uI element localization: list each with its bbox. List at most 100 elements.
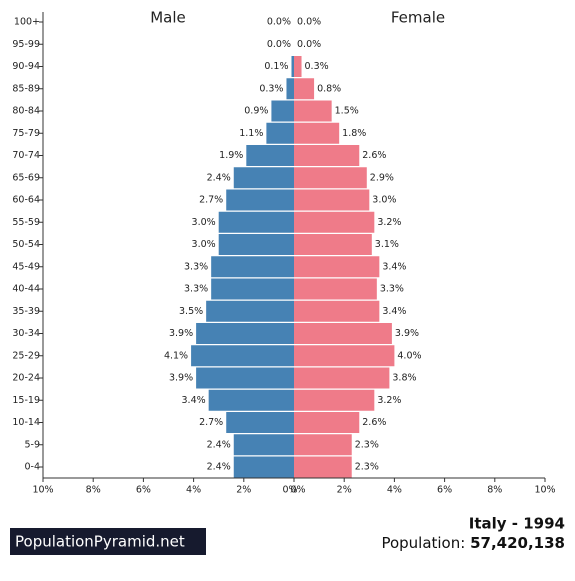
value-label: 0.0% [267, 17, 291, 28]
value-label: 3.3% [184, 261, 208, 272]
y-tick-label: 90-94 [12, 61, 40, 72]
value-label: 2.6% [362, 150, 386, 161]
value-label: 2.4% [207, 439, 231, 450]
x-tick-label: 10% [534, 485, 555, 496]
value-label: 3.9% [169, 328, 193, 339]
y-tick-label: 25-29 [12, 350, 40, 361]
bar [294, 278, 377, 300]
value-label: 0.0% [297, 39, 321, 50]
value-label: 2.9% [370, 172, 394, 183]
bar [294, 56, 302, 77]
bar [294, 189, 370, 211]
bar [294, 434, 352, 456]
value-label: 3.1% [375, 239, 399, 250]
x-tick-label: 0% [282, 485, 297, 496]
y-tick-label: 85-89 [12, 83, 40, 94]
value-label: 2.7% [199, 195, 223, 206]
y-tick-label: 20-24 [12, 373, 40, 384]
bar [246, 145, 294, 166]
y-tick-label: 60-64 [12, 195, 40, 206]
y-tick-label: 50-54 [12, 239, 40, 250]
bar [294, 100, 332, 122]
bar [226, 412, 294, 433]
value-label: 2.6% [362, 417, 386, 428]
x-tick-label: 4% [186, 485, 201, 496]
y-tick-label: 40-44 [12, 284, 40, 295]
bar [211, 278, 294, 300]
chart-title: Italy - 1994 [469, 515, 565, 533]
bar [294, 78, 315, 100]
x-tick-label: 6% [437, 485, 452, 496]
y-tick-label: 5-9 [24, 439, 40, 450]
value-label: 0.3% [305, 61, 329, 72]
y-tick-label: 35-39 [12, 306, 40, 317]
value-label: 1.1% [239, 128, 263, 139]
value-label: 4.1% [164, 350, 188, 361]
x-tick-label: 2% [236, 485, 251, 496]
brand-box [10, 528, 206, 555]
value-label: 2.4% [207, 172, 231, 183]
value-label: 3.0% [192, 217, 216, 228]
value-label: 3.4% [182, 395, 206, 406]
x-tick-label: 2% [337, 485, 352, 496]
y-tick-label: 10-14 [12, 417, 40, 428]
y-tick-label: 45-49 [12, 261, 40, 272]
series-label: Male [150, 9, 186, 27]
bar [191, 345, 294, 367]
value-label: 3.8% [392, 373, 416, 384]
y-tick-label: 15-19 [12, 395, 40, 406]
bar [266, 122, 294, 144]
x-tick-label: 0% [290, 485, 305, 496]
value-label: 3.9% [395, 328, 419, 339]
x-tick-label: 10% [32, 485, 53, 496]
value-label: 3.2% [377, 395, 401, 406]
bar [294, 367, 390, 389]
value-label: 3.4% [382, 261, 406, 272]
value-label: 0.9% [244, 106, 268, 117]
value-label: 3.3% [380, 284, 404, 295]
bar [196, 367, 294, 389]
y-tick-label: 55-59 [12, 217, 40, 228]
value-label: 2.3% [355, 462, 379, 473]
bar [294, 389, 375, 411]
y-tick-label: 100+ [14, 17, 40, 28]
x-tick-label: 8% [86, 485, 101, 496]
bar [226, 189, 294, 211]
bar [208, 389, 294, 411]
population-value: 57,420,138 [470, 534, 565, 552]
bar [294, 122, 340, 144]
value-label: 0.0% [297, 17, 321, 28]
y-tick-label: 75-79 [12, 128, 40, 139]
value-label: 2.4% [207, 462, 231, 473]
x-tick-label: 6% [136, 485, 151, 496]
bar [294, 211, 375, 233]
bar [233, 167, 294, 189]
bar [294, 145, 360, 166]
y-tick-label: 65-69 [12, 172, 40, 183]
value-label: 1.8% [342, 128, 366, 139]
bar [294, 456, 352, 478]
series-label: Female [391, 9, 445, 27]
bar [233, 434, 294, 456]
value-label: 0.3% [259, 83, 283, 94]
bar [294, 234, 372, 255]
value-label: 3.9% [169, 373, 193, 384]
value-label: 3.4% [382, 306, 406, 317]
y-tick-label: 30-34 [12, 328, 40, 339]
y-tick-label: 0-4 [24, 462, 40, 473]
bar [233, 456, 294, 478]
bar [286, 78, 294, 100]
value-label: 0.1% [264, 61, 288, 72]
value-label: 3.2% [377, 217, 401, 228]
bar [211, 256, 294, 278]
bar [271, 100, 294, 122]
value-label: 4.0% [397, 350, 421, 361]
value-label: 0.8% [317, 83, 341, 94]
bar [294, 323, 392, 344]
bar [294, 167, 367, 189]
bar [206, 300, 294, 322]
value-label: 3.5% [179, 306, 203, 317]
y-tick-label: 70-74 [12, 150, 40, 161]
value-label: 2.3% [355, 439, 379, 450]
x-tick-label: 8% [487, 485, 502, 496]
